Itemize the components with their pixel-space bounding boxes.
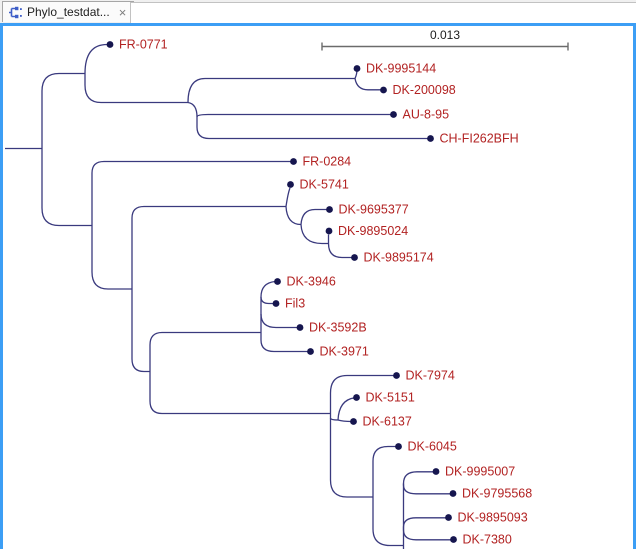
leaf-label[interactable]: DK-9895093 (458, 511, 528, 525)
tree-branch (337, 419, 352, 423)
tree-branch (149, 331, 261, 372)
leaf-label[interactable]: DK-7974 (406, 369, 455, 383)
phylo-tree-icon (9, 6, 22, 18)
leaf-label[interactable]: AU-8-95 (403, 108, 450, 122)
tree-branch (329, 418, 373, 498)
leaf-node-dot[interactable] (274, 278, 281, 285)
tab-bar-empty-area (130, 2, 636, 24)
tab-title: Phylo_testdat... (27, 5, 110, 19)
tree-branch (131, 289, 150, 373)
leaf-node-dot[interactable] (326, 206, 333, 213)
tree-branch (300, 224, 329, 245)
tree-branch (260, 280, 276, 298)
leaf-label[interactable]: DK-5741 (300, 178, 349, 192)
tree-branch (300, 208, 328, 225)
tree-branch (131, 205, 286, 289)
leaf-node-dot[interactable] (395, 443, 402, 450)
tab-phylo-testdata[interactable]: Phylo_testdat... × (2, 1, 135, 22)
tree-branch (260, 332, 309, 353)
tree-branch (260, 296, 274, 305)
tree-branch (402, 471, 434, 484)
leaf-label[interactable]: DK-7380 (463, 533, 512, 547)
tree-branch (285, 187, 291, 207)
tree-branch (196, 117, 429, 140)
leaf-node-dot[interactable] (353, 394, 360, 401)
leaf-node-dot[interactable] (287, 181, 294, 188)
leaf-node-dot[interactable] (272, 300, 280, 307)
leaf-node-dot[interactable] (393, 372, 400, 379)
tree-branch (402, 483, 451, 495)
leaf-label[interactable]: Fil3 (285, 297, 305, 311)
leaf-label[interactable]: DK-9695377 (339, 203, 409, 217)
leaf-node-dot[interactable] (325, 227, 333, 235)
editor-tab-bar: Phylo_testdat... × (0, 0, 636, 24)
tree-branch (84, 73, 188, 104)
leaf-label[interactable]: FR-0771 (119, 38, 168, 52)
leaf-label[interactable]: DK-3971 (320, 345, 369, 359)
tree-branch (149, 371, 329, 415)
leaf-label[interactable]: DK-9795568 (462, 487, 532, 501)
leaf-label[interactable]: DK-6045 (408, 440, 457, 454)
tree-branch (354, 78, 382, 91)
leaf-node-dot[interactable] (445, 514, 452, 521)
leaf-node-dot[interactable] (353, 65, 361, 72)
leaf-label[interactable]: DK-9995007 (445, 465, 515, 479)
tree-branch (91, 225, 132, 290)
leaf-node-dot[interactable] (307, 348, 314, 355)
leaf-label[interactable]: DK-3592B (309, 321, 367, 335)
tree-view-panel (0, 23, 636, 549)
leaf-label[interactable]: DK-9895024 (338, 224, 408, 238)
tree-branch (402, 517, 446, 528)
leaf-node-dot[interactable] (380, 86, 387, 94)
leaf-label[interactable]: DK-9895174 (364, 251, 434, 265)
scale-bar-label: 0.013 (429, 28, 461, 42)
tree-branch (372, 497, 402, 547)
leaf-label[interactable]: DK-6137 (363, 415, 412, 429)
leaf-node-dot[interactable] (390, 111, 397, 118)
leaf-label[interactable]: DK-9995144 (366, 62, 436, 76)
leaf-node-dot[interactable] (296, 324, 304, 331)
leaf-node-dot[interactable] (450, 536, 457, 543)
tree-branch (372, 445, 396, 497)
leaf-label[interactable]: DK-5151 (366, 391, 415, 405)
tree-branch (285, 206, 302, 226)
leaf-label[interactable]: DK-200098 (393, 83, 456, 97)
tree-branch (91, 160, 292, 226)
leaf-node-dot[interactable] (351, 254, 358, 261)
tree-branch (41, 148, 92, 227)
leaf-label[interactable]: FR-0284 (303, 155, 352, 169)
tree-branch (260, 313, 298, 329)
tree-branch (187, 77, 355, 103)
tree-branch (402, 483, 405, 549)
tree-branch (402, 527, 451, 541)
tab-close-icon[interactable]: × (118, 4, 127, 20)
tree-branch (327, 243, 353, 259)
leaf-node-dot[interactable] (290, 158, 297, 165)
leaf-node-dot[interactable] (427, 135, 434, 142)
tree-branch (196, 113, 392, 118)
leaf-label[interactable]: CH-FI262BFH (440, 132, 519, 146)
tree-branch (337, 397, 355, 421)
tree-branch (187, 101, 198, 118)
tree-branch (84, 43, 110, 74)
leaf-node-dot[interactable] (432, 468, 440, 475)
tree-branch (329, 413, 339, 421)
leaf-label[interactable]: DK-3946 (287, 275, 336, 289)
leaf-node-dot[interactable] (449, 490, 457, 497)
leaf-node-dot[interactable] (350, 418, 357, 425)
leaf-node-dot[interactable] (106, 41, 114, 48)
tree-branch (41, 72, 85, 149)
scale-bar (321, 42, 569, 51)
